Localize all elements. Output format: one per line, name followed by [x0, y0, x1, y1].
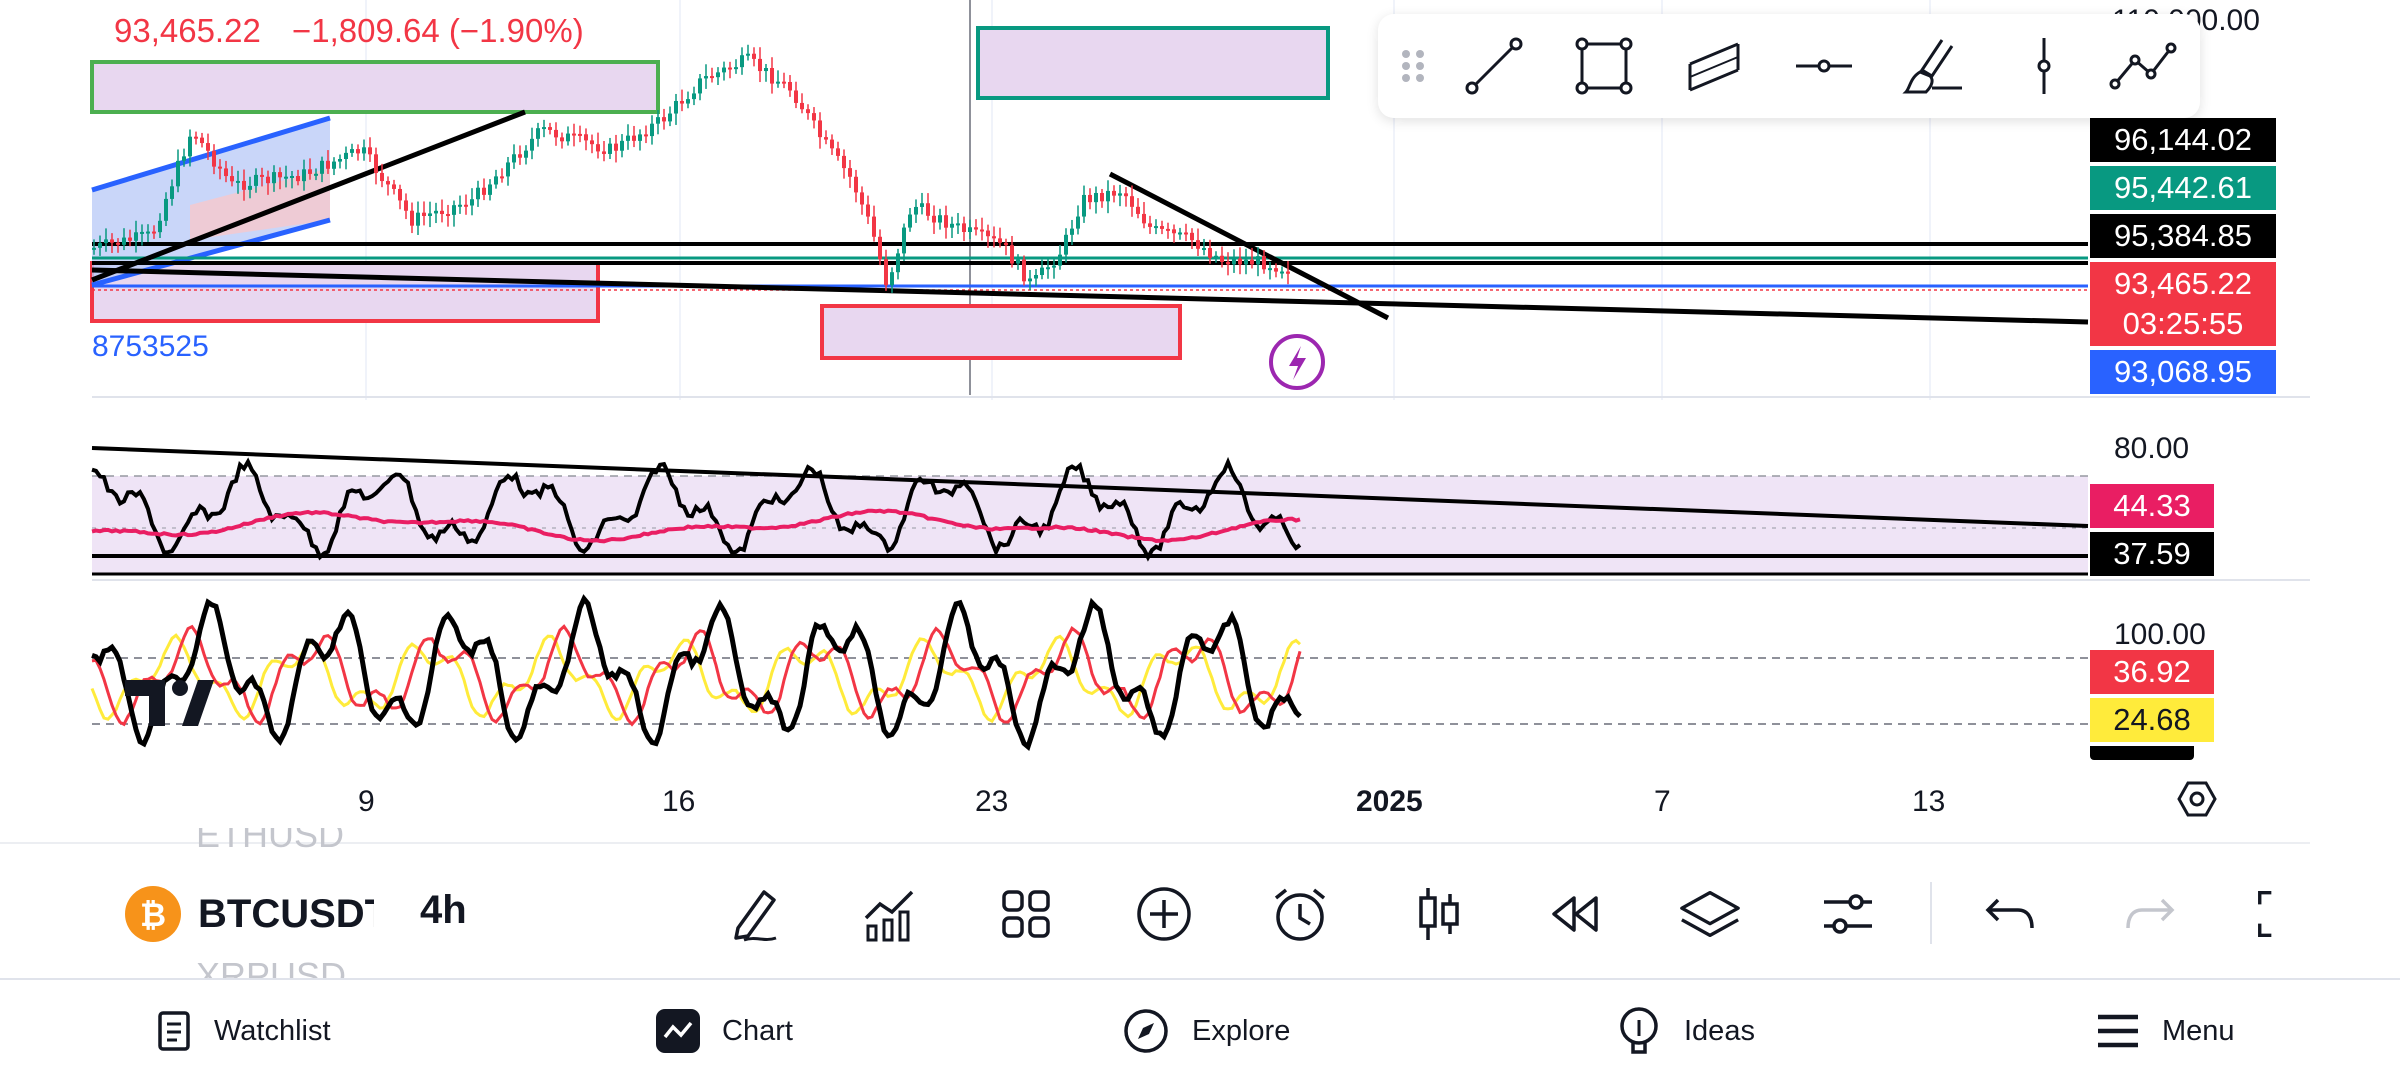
symbol-above[interactable]: ETHUSD [196, 828, 345, 855]
x-axis-label-16: 16 [662, 785, 696, 818]
flash-icon[interactable] [1269, 334, 1325, 390]
interval-button[interactable]: 4h [420, 888, 467, 932]
rsi-ma-label: 44.33 [2090, 484, 2214, 528]
layouts-button[interactable] [994, 882, 1058, 946]
scale-settings-button[interactable] [2176, 778, 2218, 820]
indicators-icon [864, 890, 914, 942]
price-label-2: 95,442.61 [2090, 166, 2276, 210]
fullscreen-button[interactable] [2252, 882, 2310, 946]
lightbulb-icon [1620, 1007, 1658, 1054]
compass-icon [1124, 1009, 1168, 1053]
x-axis-label-23: 23 [975, 785, 1009, 818]
redo-icon [2126, 898, 2175, 929]
nav-watchlist-label: Watchlist [214, 1014, 331, 1047]
bottom-navigation: Watchlist Chart Explore Ideas Menu [0, 978, 2400, 1082]
main-price-chart[interactable] [0, 0, 2400, 400]
chart-toolbar: ETHUSD ₿ BTCUSDT 4h XRPUSD [0, 828, 2310, 979]
hamburger-menu-icon [2098, 1014, 2138, 1048]
x-axis-label-2025: 2025 [1356, 785, 1423, 818]
stoch-k-label: 36.92 [2090, 650, 2214, 694]
supply-zone-top [976, 26, 1330, 100]
price-label-3: 95,384.85 [2090, 214, 2276, 258]
stoch-scale-label: 100.00 [2114, 618, 2206, 651]
rectangle-icon[interactable] [1568, 32, 1640, 100]
path-icon[interactable] [2108, 32, 2180, 100]
drawing-toolbar [1378, 14, 2200, 118]
undo-icon [1985, 898, 2034, 929]
brush-icon[interactable] [1898, 32, 1970, 100]
candlestick-icon [1419, 888, 1459, 940]
drawing-tools-button[interactable] [722, 882, 786, 946]
rewind-icon [1552, 896, 1598, 932]
horizontal-ray-icon[interactable] [1788, 32, 1860, 100]
grid-layout-icon [1002, 890, 1050, 938]
plus-circle-icon [1137, 887, 1191, 941]
stoch-d-label: 24.68 [2090, 698, 2214, 742]
nav-menu-label: Menu [2162, 1014, 2235, 1047]
nav-chart[interactable]: Chart [656, 1006, 793, 1056]
vertical-line-icon[interactable] [2008, 32, 2080, 100]
demand-zone-mid [820, 304, 1182, 360]
chart-type-button[interactable] [1406, 882, 1470, 946]
undo-button[interactable] [1978, 882, 2042, 946]
stochastic-pane[interactable] [0, 584, 2400, 760]
nav-menu[interactable]: Menu [2096, 1006, 2235, 1056]
nav-explore[interactable]: Explore [1122, 1006, 1290, 1056]
header-price: 93,465.22 [114, 12, 261, 49]
rsi-pane[interactable] [0, 400, 2400, 582]
price-label-current: 93,465.22 [2090, 262, 2276, 304]
sliders-icon [1824, 894, 1872, 934]
stoch-extra-label [2090, 746, 2194, 760]
alarm-clock-icon [1274, 888, 1326, 941]
drag-handle-icon[interactable] [1378, 32, 1448, 100]
candle-countdown: 03:25:55 [2090, 304, 2276, 346]
pencil-icon [734, 890, 777, 942]
bitcoin-logo-icon: ₿ [125, 886, 181, 942]
price-label-blue: 93,068.95 [2090, 350, 2276, 394]
x-axis-label-9: 9 [358, 785, 375, 818]
redo-button[interactable] [2118, 882, 2182, 946]
symbol-selector[interactable]: ₿ BTCUSDT [124, 884, 374, 944]
symbol-name: BTCUSDT [198, 891, 374, 936]
rsi-value-label: 37.59 [2090, 532, 2214, 576]
trend-line-icon[interactable] [1458, 32, 1530, 100]
header-change: −1,809.64 (−1.90%) [292, 12, 584, 49]
nav-chart-label: Chart [722, 1014, 793, 1047]
layers-icon [1680, 890, 1740, 938]
symbol-below[interactable]: XRPUSD [196, 956, 347, 978]
volume-profile-label: 8753525 [92, 330, 209, 363]
alert-button[interactable] [1268, 882, 1332, 946]
tradingview-logo-icon [125, 680, 214, 726]
parallel-channel-icon[interactable] [1678, 32, 1750, 100]
x-axis-label-7: 7 [1654, 785, 1671, 818]
indicators-button[interactable] [858, 882, 922, 946]
object-tree-button[interactable] [1678, 882, 1742, 946]
svg-text:₿: ₿ [140, 897, 166, 933]
price-label-1: 96,144.02 [2090, 118, 2276, 162]
settings-button[interactable] [1816, 882, 1880, 946]
add-button[interactable] [1132, 882, 1196, 946]
nav-ideas[interactable]: Ideas [1616, 1006, 1755, 1056]
chart-icon [656, 1009, 700, 1053]
x-axis-label-13: 13 [1912, 785, 1946, 818]
replay-button[interactable] [1542, 882, 1606, 946]
nav-ideas-label: Ideas [1684, 1014, 1755, 1047]
nav-watchlist[interactable]: Watchlist [156, 1006, 331, 1056]
settings-hexagon-icon [2177, 781, 2217, 817]
rsi-scale-label: 80.00 [2114, 432, 2190, 465]
nav-explore-label: Explore [1192, 1014, 1291, 1047]
fullscreen-icon [2258, 891, 2272, 937]
supply-zone-left [90, 60, 660, 114]
watchlist-icon [158, 1011, 190, 1051]
toolbar-divider [1930, 882, 1932, 944]
